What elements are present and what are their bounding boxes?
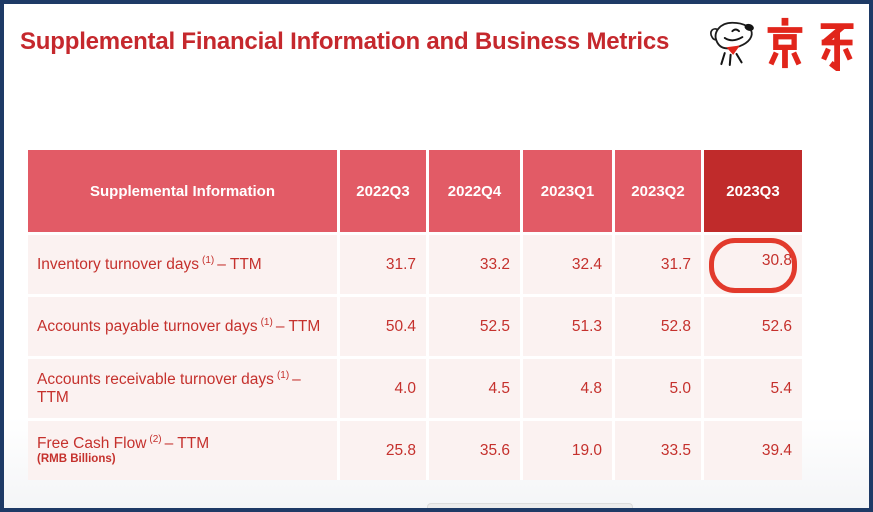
value-cell: 32.4	[523, 235, 615, 294]
value-cell: 33.5	[615, 421, 704, 480]
value-cell: 19.0	[523, 421, 615, 480]
value-cell: 52.6	[704, 297, 802, 356]
supplemental-table: Supplemental Information 2022Q3 2022Q4 2…	[28, 150, 802, 480]
table-row-free-cash-flow: Free Cash Flow (2) – TTM (RMB Billions) 25…	[28, 418, 802, 480]
value-cell: 51.3	[523, 297, 615, 356]
value-cell: 39.4	[704, 421, 802, 480]
table-header-row: Supplemental Information 2022Q3 2022Q4 2…	[28, 150, 802, 232]
floating-toolbar-edge[interactable]	[427, 503, 633, 508]
value-cell: 52.8	[615, 297, 704, 356]
value-cell: 31.7	[615, 235, 704, 294]
page-title: Supplemental Financial Information and B…	[20, 28, 670, 55]
value-cell: 25.8	[340, 421, 429, 480]
value-cell: 4.8	[523, 359, 615, 418]
row-label: Inventory turnover days (1) – TTM	[28, 235, 340, 294]
jd-brand-text-icon	[767, 17, 854, 71]
footnote-marker: (1)	[201, 255, 215, 267]
table-row-accounts-receivable-turnover-days: Accounts receivable turnover days (1) – TT…	[28, 356, 802, 418]
value-cell: 52.5	[429, 297, 523, 356]
value-cell-highlighted: 30.8	[704, 235, 802, 294]
value-cell: 35.6	[429, 421, 523, 480]
header-cell-2023q1: 2023Q1	[523, 150, 615, 232]
header-cell-supplemental-information: Supplemental Information	[28, 150, 340, 232]
footnote-marker: (1)	[276, 370, 290, 382]
row-sublabel: (RMB Billions)	[37, 453, 116, 466]
value-cell: 50.4	[340, 297, 429, 356]
footnote-marker: (2)	[149, 434, 162, 446]
value-cell: 4.5	[429, 359, 523, 418]
table-row-accounts-payable-turnover-days: Accounts payable turnover days (1) – TTM 5…	[28, 294, 802, 356]
jd-logo: 京东	[707, 14, 859, 72]
header-cell-2023q2: 2023Q2	[615, 150, 704, 232]
row-label: Accounts payable turnover days (1) – TTM	[28, 297, 340, 356]
header-cell-2022q3: 2022Q3	[340, 150, 429, 232]
value-cell: 4.0	[340, 359, 429, 418]
value-cell: 31.7	[340, 235, 429, 294]
value-cell: 33.2	[429, 235, 523, 294]
footnote-marker: (1)	[260, 317, 273, 329]
row-label: Free Cash Flow (2) – TTM (RMB Billions)	[28, 421, 340, 480]
header-cell-2022q4: 2022Q4	[429, 150, 523, 232]
row-label: Accounts receivable turnover days (1) – TT…	[28, 359, 340, 418]
jd-mascot-icon	[710, 21, 754, 66]
value-cell: 5.0	[615, 359, 704, 418]
table-row-inventory-turnover-days: Inventory turnover days (1) – TTM 31.7 33.…	[28, 232, 802, 294]
value-cell: 5.4	[704, 359, 802, 418]
header-cell-2023q3: 2023Q3	[704, 150, 802, 232]
